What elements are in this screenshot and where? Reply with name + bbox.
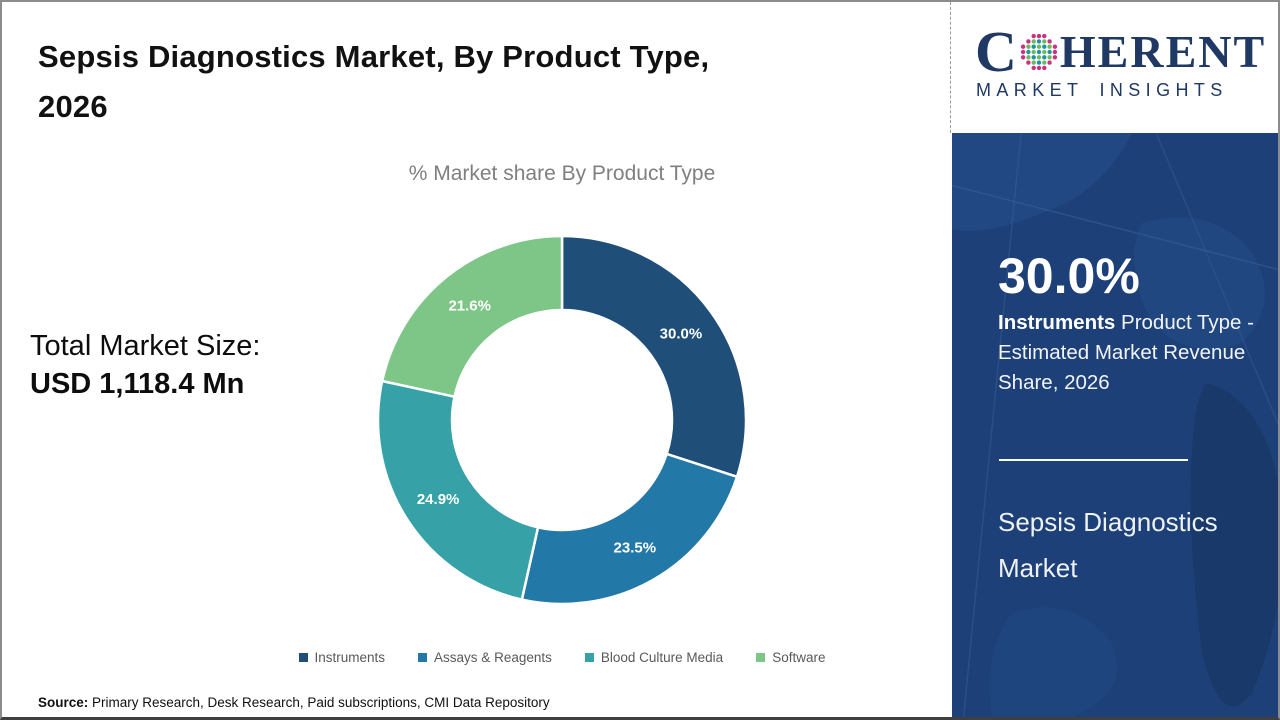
total-market-size: Total Market Size: USD 1,118.4 Mn	[30, 327, 260, 403]
globe-dot	[1026, 49, 1031, 55]
page-title: Sepsis Diagnostics Market, By Product Ty…	[38, 32, 838, 132]
globe-dot	[1026, 39, 1031, 44]
globe-dot	[1047, 49, 1052, 55]
globe-dot	[1031, 39, 1036, 44]
globe-dot	[1041, 44, 1047, 49]
brand-logo-subtitle: MARKET INSIGHTS	[976, 80, 1228, 100]
donut-segment-assays-reagents	[520, 452, 739, 606]
donut-segment-instruments	[560, 234, 748, 479]
legend-label: Software	[772, 650, 826, 665]
globe-dot	[1041, 33, 1047, 39]
legend-item-assays-reagents: Assays & Reagents	[418, 650, 552, 665]
globe-dot	[1041, 39, 1047, 44]
source-label: Source:	[38, 695, 89, 710]
globe-dot	[1041, 55, 1047, 60]
highlight-percentage: 30.0%	[998, 248, 1140, 304]
globe-dot	[1036, 33, 1042, 39]
globe-dot	[1031, 49, 1036, 55]
world-map-texture	[952, 133, 1278, 717]
right-column: C HERENT MARKET INSIGHTS 30.0% Instrumen…	[950, 2, 1278, 717]
highlight-description: Instruments Product Type - Estimated Mar…	[998, 308, 1260, 398]
legend-label: Instruments	[314, 650, 386, 665]
globe-dot	[1036, 39, 1042, 44]
globe-dot	[1020, 49, 1026, 55]
chart-legend: Instruments Assays & Reagents Blood Cult…	[190, 650, 934, 665]
donut-data-label: 24.9%	[417, 491, 460, 508]
globe-dot	[1020, 44, 1026, 49]
donut-data-label: 21.6%	[448, 298, 491, 315]
logo-letters-rest: HERENT	[1059, 26, 1267, 77]
globe-dot	[1041, 49, 1047, 55]
highlight-description-bold: Instruments	[998, 311, 1116, 334]
globe-dot	[1020, 55, 1026, 60]
sidebar-panel: 30.0% Instruments Product Type - Estimat…	[952, 133, 1278, 717]
legend-swatch-icon	[298, 653, 308, 662]
globe-dot	[1031, 60, 1036, 65]
globe-dot	[1052, 55, 1057, 60]
sidebar-divider	[999, 459, 1188, 461]
globe-dot	[1047, 44, 1052, 49]
legend-item-instruments: Instruments	[298, 650, 386, 665]
globe-dots-icon	[1020, 33, 1057, 71]
donut-data-label: 30.0%	[660, 326, 703, 343]
legend-swatch-icon	[756, 653, 766, 662]
donut-segment-software	[380, 234, 564, 399]
globe-dot	[1026, 44, 1031, 49]
globe-dot	[1047, 39, 1052, 44]
globe-dot	[1031, 55, 1036, 60]
globe-dot	[1052, 44, 1057, 49]
donut-chart: 30.0% 23.5% 24.9% 21.6%	[368, 226, 756, 614]
legend-item-software: Software	[756, 650, 825, 665]
highlight-description-rest: Product Type - Estimated Market Revenue …	[998, 311, 1254, 394]
globe-dot	[1036, 65, 1042, 71]
globe-dot	[1026, 55, 1031, 60]
globe-dot	[1041, 60, 1047, 65]
legend-label: Blood Culture Media	[600, 650, 724, 665]
globe-dot	[1036, 60, 1042, 65]
globe-dot	[1031, 65, 1036, 71]
globe-dot	[1047, 55, 1052, 60]
total-market-size-value: USD 1,118.4 Mn	[30, 368, 245, 400]
globe-dot	[1031, 33, 1036, 39]
donut-segment-blood-culture-media	[376, 379, 540, 602]
brand-logo: C HERENT MARKET INSIGHTS	[950, 2, 1278, 133]
globe-dot	[1031, 44, 1036, 49]
total-market-size-label: Total Market Size:	[30, 330, 261, 362]
sidebar-market-name: Sepsis Diagnostics Market	[998, 507, 1218, 583]
page-title-line1: Sepsis Diagnostics Market, By Product Ty…	[38, 39, 710, 74]
globe-dot	[1036, 49, 1042, 55]
globe-dot	[1036, 44, 1042, 49]
source-note: Source: Primary Research, Desk Research,…	[38, 695, 550, 710]
donut-chart-svg: 30.0% 23.5% 24.9% 21.6%	[376, 234, 748, 606]
globe-dot	[1041, 65, 1047, 71]
logo-letter-c: C	[975, 19, 1017, 84]
chart-title: % Market share By Product Type	[408, 162, 716, 185]
main-panel: Sepsis Diagnostics Market, By Product Ty…	[2, 2, 950, 717]
globe-dot	[1036, 55, 1042, 60]
legend-swatch-icon	[418, 653, 428, 662]
legend-item-blood-culture-media: Blood Culture Media	[584, 650, 724, 665]
source-text: Primary Research, Desk Research, Paid su…	[88, 695, 550, 710]
donut-data-label: 23.5%	[614, 540, 657, 557]
globe-dot	[1047, 60, 1052, 65]
globe-dot	[1026, 60, 1031, 65]
page-title-line2: 2026	[38, 89, 108, 124]
legend-label: Assays & Reagents	[434, 650, 552, 665]
globe-dot	[1052, 49, 1057, 55]
legend-swatch-icon	[584, 653, 594, 662]
brand-logo-wordmark: C HERENT	[975, 19, 1267, 84]
